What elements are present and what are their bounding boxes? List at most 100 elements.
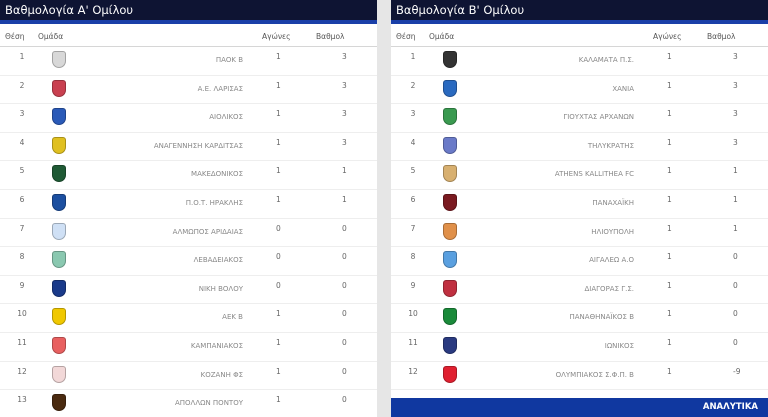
team-name[interactable]: Π.Ο.Τ. ΗΡΑΚΛΗΣ — [185, 198, 243, 207]
table-row[interactable]: 12 ΟΛΥΜΠΙΑΚΟΣ Σ.Φ.Π. Β 1 -9 — [391, 362, 768, 391]
points: 0 — [733, 252, 738, 262]
points: 0 — [342, 223, 347, 233]
ionikos-crest-icon — [443, 336, 457, 354]
table-row[interactable]: 12 ΚΟΖΑΝΗ ΦΣ 1 0 — [0, 362, 377, 391]
team-name[interactable]: ΑΙΓΑΛΕΩ Α.Ο — [589, 256, 634, 265]
team-name[interactable]: ΤΗΛΥΚΡΑΤΗΣ — [587, 141, 634, 150]
table-row[interactable]: 7 ΑΛΜΩΠΟΣ ΑΡΙΔΑΙΑΣ 0 0 — [0, 219, 377, 248]
team-name[interactable]: ΑΛΜΩΠΟΣ ΑΡΙΔΑΙΑΣ — [172, 227, 243, 236]
games-played: 1 — [276, 194, 281, 204]
table-row[interactable]: 4 ΑΝΑΓΕΝΝΗΣΗ ΚΑΡΔΙΤΣΑΣ 1 3 — [0, 133, 377, 162]
team-name[interactable]: ΓΙΟΥΧΤΑΣ ΑΡΧΑΝΩΝ — [563, 113, 634, 122]
table-row[interactable]: 1 ΚΑΛΑΜΑΤΑ Π.Σ. 1 3 — [391, 47, 768, 76]
table-row[interactable]: 5 ATHENS KALLITHEA FC 1 1 — [391, 161, 768, 190]
games-played: 0 — [276, 223, 281, 233]
tilikratis-crest-icon — [443, 136, 457, 154]
panachaiki-crest-icon — [443, 193, 457, 211]
table-row[interactable]: 2 ΧΑΝΙΑ 1 3 — [391, 76, 768, 105]
table-row[interactable]: 5 ΜΑΚΕΔΟΝΙΚΟΣ 1 1 — [0, 161, 377, 190]
table-row[interactable]: 13 ΑΠΟΛΛΩΝ ΠΟΝΤΟΥ 1 0 — [0, 390, 377, 417]
table-row[interactable]: 9 ΔΙΑΓΟΡΑΣ Γ.Σ. 1 0 — [391, 276, 768, 305]
group-b-standings: Βαθμολογία Β' Ομίλου Θέση Ομάδα Αγώνες Β… — [391, 0, 768, 417]
paok-crest-icon — [52, 51, 66, 68]
team-name[interactable]: ΑΙΟΛΙΚΟΣ — [209, 113, 243, 122]
team-name[interactable]: ΑΝΑΓΕΝΝΗΣΗ ΚΑΡΔΙΤΣΑΣ — [153, 141, 243, 150]
position: 5 — [410, 166, 416, 176]
team-name[interactable]: ΠΑΝΑΧΑΪΚΗ — [592, 198, 634, 207]
team-name[interactable]: Α.Ε. ΛΑΡΙΣΑΣ — [197, 84, 243, 93]
table-row[interactable]: 4 ΤΗΛΥΚΡΑΤΗΣ 1 3 — [391, 133, 768, 162]
details-button[interactable]: ΑΝΑΛΥΤΙΚΑ — [391, 398, 768, 417]
team-name[interactable]: ΠΑΝΑΘΗΝΑΪΚΟΣ Β — [569, 313, 635, 322]
table-row[interactable]: 11 ΙΩΝΙΚΟΣ 1 0 — [391, 333, 768, 362]
games-played: 1 — [667, 280, 672, 290]
team-name[interactable]: ΚΑΜΠΑΝΙΑΚΟΣ — [190, 341, 243, 350]
col-position: Θέση — [396, 32, 416, 41]
team-name[interactable]: ΚΑΛΑΜΑΤΑ Π.Σ. — [578, 56, 634, 64]
games-played: 1 — [276, 80, 281, 90]
position: 10 — [17, 309, 27, 319]
position: 6 — [410, 194, 416, 204]
position: 12 — [17, 366, 27, 376]
table-row[interactable]: 3 ΓΙΟΥΧΤΑΣ ΑΡΧΑΝΩΝ 1 3 — [391, 104, 768, 133]
position: 2 — [410, 80, 416, 90]
olympiakos-crest-icon — [443, 365, 457, 383]
table-row[interactable]: 2 Α.Ε. ΛΑΡΙΣΑΣ 1 3 — [0, 76, 377, 105]
levadiakos-crest-icon — [52, 251, 66, 269]
group-a-standings: Βαθμολογία Α' Ομίλου Θέση Ομάδα Αγώνες Β… — [0, 0, 377, 417]
points: 0 — [342, 309, 347, 319]
team-name[interactable]: ΜΑΚΕΔΟΝΙΚΟΣ — [191, 170, 243, 179]
table-row[interactable]: 6 Π.Ο.Τ. ΗΡΑΚΛΗΣ 1 1 — [0, 190, 377, 219]
position: 2 — [19, 80, 25, 90]
table-row[interactable]: 8 ΑΙΓΑΛΕΩ Α.Ο 1 0 — [391, 247, 768, 276]
position: 9 — [19, 280, 25, 290]
games-played: 1 — [276, 309, 281, 319]
diagoras-crest-icon — [443, 279, 457, 297]
position: 4 — [19, 137, 25, 147]
team-name[interactable]: ΚΟΖΑΝΗ ΦΣ — [200, 370, 243, 379]
points: 1 — [342, 194, 347, 204]
team-name[interactable]: ΑΕΚ Β — [222, 313, 243, 322]
position: 11 — [408, 337, 418, 347]
apollon-pontou-crest-icon — [52, 394, 66, 412]
points: 0 — [342, 280, 347, 290]
games-played: 1 — [276, 166, 281, 176]
games-played: 1 — [667, 166, 672, 176]
games-played: 1 — [276, 395, 281, 405]
group-a-title: Βαθμολογία Α' Ομίλου — [0, 0, 377, 24]
points: 1 — [733, 194, 738, 204]
games-played: 1 — [276, 52, 281, 61]
table-row[interactable]: 7 ΗΛΙΟΥΠΟΛΗ 1 1 — [391, 219, 768, 248]
table-row[interactable]: 6 ΠΑΝΑΧΑΪΚΗ 1 1 — [391, 190, 768, 219]
team-name[interactable]: ΔΙΑΓΟΡΑΣ Γ.Σ. — [584, 284, 634, 293]
games-played: 1 — [276, 337, 281, 347]
aiolikos-crest-icon — [52, 108, 66, 126]
points: 3 — [733, 52, 738, 61]
team-name[interactable]: ATHENS KALLITHEA FC — [554, 170, 634, 179]
team-name[interactable]: ΑΠΟΛΛΩΝ ΠΟΝΤΟΥ — [174, 399, 243, 408]
games-played: 1 — [667, 194, 672, 204]
group-b-column-headers: Θέση Ομάδα Αγώνες Βαθμολ — [391, 24, 768, 47]
team-name[interactable]: ΟΛΥΜΠΙΑΚΟΣ Σ.Φ.Π. Β — [555, 370, 634, 379]
table-row[interactable]: 8 ΛΕΒΑΔΕΙΑΚΟΣ 0 0 — [0, 247, 377, 276]
team-name[interactable]: ΠΑΟΚ Β — [215, 56, 243, 64]
games-played: 1 — [667, 109, 672, 119]
col-games: Αγώνες — [653, 32, 682, 41]
table-row[interactable]: 1 ΠΑΟΚ Β 1 3 — [0, 47, 377, 76]
table-row[interactable]: 9 ΝΙΚΗ ΒΟΛΟΥ 0 0 — [0, 276, 377, 305]
table-row[interactable]: 11 ΚΑΜΠΑΝΙΑΚΟΣ 1 0 — [0, 333, 377, 362]
kozani-crest-icon — [52, 365, 66, 383]
team-name[interactable]: ΧΑΝΙΑ — [612, 84, 634, 93]
iraklis-crest-icon — [52, 193, 66, 211]
aigaleo-crest-icon — [443, 251, 457, 269]
team-name[interactable]: ΝΙΚΗ ΒΟΛΟΥ — [198, 284, 243, 293]
makedonikos-crest-icon — [52, 165, 66, 183]
team-name[interactable]: ΙΩΝΙΚΟΣ — [604, 341, 634, 350]
team-name[interactable]: ΗΛΙΟΥΠΟΛΗ — [591, 227, 634, 236]
points: 0 — [342, 366, 347, 376]
position: 8 — [410, 252, 416, 262]
table-row[interactable]: 3 ΑΙΟΛΙΚΟΣ 1 3 — [0, 104, 377, 133]
team-name[interactable]: ΛΕΒΑΔΕΙΑΚΟΣ — [193, 256, 243, 265]
